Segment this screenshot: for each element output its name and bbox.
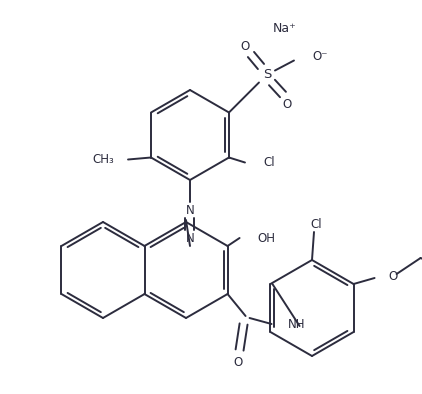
Text: OH: OH	[257, 232, 276, 245]
Text: S: S	[263, 68, 271, 81]
Text: N: N	[186, 232, 195, 245]
Text: O: O	[233, 355, 242, 368]
Text: N: N	[186, 203, 195, 216]
Text: CH₃: CH₃	[92, 153, 114, 166]
Text: O⁻: O⁻	[312, 50, 327, 63]
Text: Na⁺: Na⁺	[273, 22, 297, 35]
Text: O: O	[282, 98, 292, 111]
Text: NH: NH	[287, 318, 305, 331]
Text: O: O	[241, 40, 249, 53]
Text: Cl: Cl	[310, 217, 322, 230]
Text: O: O	[389, 269, 398, 282]
Text: Cl: Cl	[263, 156, 275, 169]
